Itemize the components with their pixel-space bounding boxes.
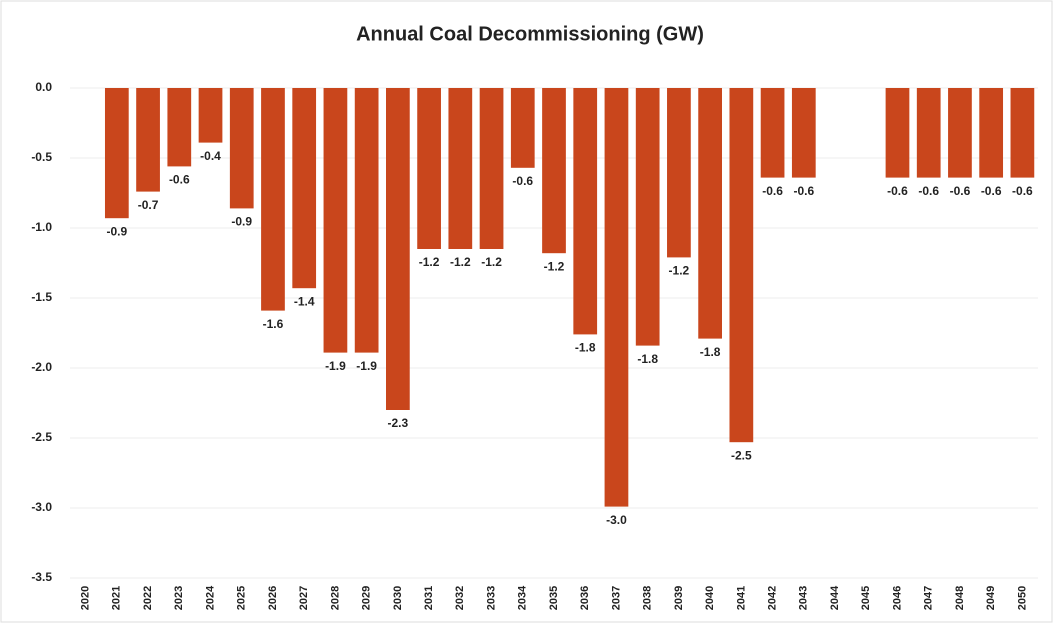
bar (417, 88, 441, 249)
y-tick-label: -3.0 (31, 500, 52, 514)
y-tick-label: -2.5 (31, 430, 52, 444)
y-tick-label: -2.0 (31, 360, 52, 374)
value-label: -1.8 (637, 352, 658, 366)
bar (229, 88, 254, 209)
bar (104, 88, 129, 219)
x-tick-label: 2023 (173, 586, 185, 610)
x-tick-label: 2027 (298, 586, 310, 610)
value-label: -1.2 (419, 255, 440, 269)
x-tick-label: 2031 (423, 586, 435, 610)
y-tick-label: -0.5 (31, 150, 52, 164)
x-tick-label: 2020 (80, 586, 92, 610)
bar (292, 88, 317, 289)
x-tick-label: 2045 (860, 586, 872, 610)
value-label: -0.6 (793, 184, 814, 198)
value-label: -0.9 (106, 224, 127, 238)
y-tick-label: -1.5 (31, 290, 52, 304)
x-tick-label: 2042 (766, 586, 778, 610)
x-tick-label: 2041 (735, 586, 747, 610)
value-label: -3.0 (606, 513, 627, 527)
value-label: -0.7 (138, 198, 159, 212)
y-tick-label: -1.0 (31, 220, 52, 234)
x-tick-label: 2038 (642, 586, 654, 610)
bar (510, 88, 535, 168)
bar (167, 88, 192, 167)
x-tick-label: 2021 (111, 586, 123, 610)
value-label: -2.5 (731, 448, 752, 462)
value-label: -0.6 (981, 184, 1002, 198)
x-tick-label: 2036 (579, 586, 591, 610)
value-label: -1.2 (450, 255, 471, 269)
y-tick-label: 0.0 (35, 80, 52, 94)
x-tick-label: 2049 (985, 586, 997, 610)
bar (1010, 88, 1035, 178)
value-label: -0.6 (762, 184, 783, 198)
x-tick-label: 2024 (204, 585, 216, 610)
bar (448, 88, 473, 249)
bar (198, 88, 223, 143)
x-tick-label: 2047 (923, 586, 935, 610)
value-label: -1.6 (263, 317, 284, 331)
value-label: -0.6 (1012, 184, 1033, 198)
x-tick-label: 2043 (798, 586, 810, 610)
bar (979, 88, 1004, 178)
bar (479, 88, 504, 249)
x-tick-label: 2037 (610, 586, 622, 610)
bar (948, 88, 972, 178)
value-label: -0.9 (231, 215, 252, 229)
x-tick-label: 2032 (454, 586, 466, 610)
x-tick-label: 2029 (361, 586, 373, 610)
bar (791, 88, 816, 178)
value-label: -0.4 (200, 149, 221, 163)
bar (604, 88, 629, 507)
x-tick-label: 2048 (954, 586, 966, 610)
bar (386, 88, 410, 410)
value-label: -1.2 (669, 264, 690, 278)
x-tick-label: 2034 (517, 585, 529, 610)
value-label: -1.2 (481, 255, 502, 269)
value-label: -1.9 (325, 359, 346, 373)
y-tick-label: -3.5 (31, 570, 52, 584)
value-label: -2.3 (388, 416, 409, 430)
x-tick-label: 2030 (392, 586, 404, 610)
x-tick-label: 2026 (267, 586, 279, 610)
bar (885, 88, 910, 178)
bar (573, 88, 598, 335)
value-label: -0.6 (918, 184, 939, 198)
x-tick-label: 2040 (704, 586, 716, 610)
value-label: -0.6 (887, 184, 908, 198)
value-label: -1.2 (544, 259, 565, 273)
value-label: -0.6 (950, 184, 971, 198)
bar (542, 88, 566, 254)
bar (261, 88, 285, 311)
x-tick-label: 2025 (236, 586, 248, 610)
bar (667, 88, 691, 258)
value-label: -1.8 (575, 341, 596, 355)
x-tick-label: 2039 (673, 586, 685, 610)
value-label: -1.8 (700, 345, 721, 359)
bar (635, 88, 660, 346)
value-label: -0.6 (512, 174, 533, 188)
bar (760, 88, 785, 178)
x-tick-label: 2033 (485, 586, 497, 610)
x-tick-label: 2050 (1016, 586, 1028, 610)
x-tick-label: 2046 (891, 586, 903, 610)
x-tick-label: 2035 (548, 586, 560, 610)
x-tick-label: 2028 (329, 586, 341, 610)
bar (323, 88, 348, 353)
chart-title: Annual Coal Decommissioning (GW) (356, 23, 704, 45)
bar (916, 88, 941, 178)
bar (354, 88, 379, 353)
value-label: -0.6 (169, 173, 190, 187)
bar (136, 88, 160, 192)
bar (698, 88, 722, 339)
x-tick-label: 2044 (829, 585, 841, 610)
value-label: -1.9 (356, 359, 377, 373)
x-tick-label: 2022 (142, 586, 154, 610)
bar (729, 88, 754, 443)
value-label: -1.4 (294, 294, 315, 308)
